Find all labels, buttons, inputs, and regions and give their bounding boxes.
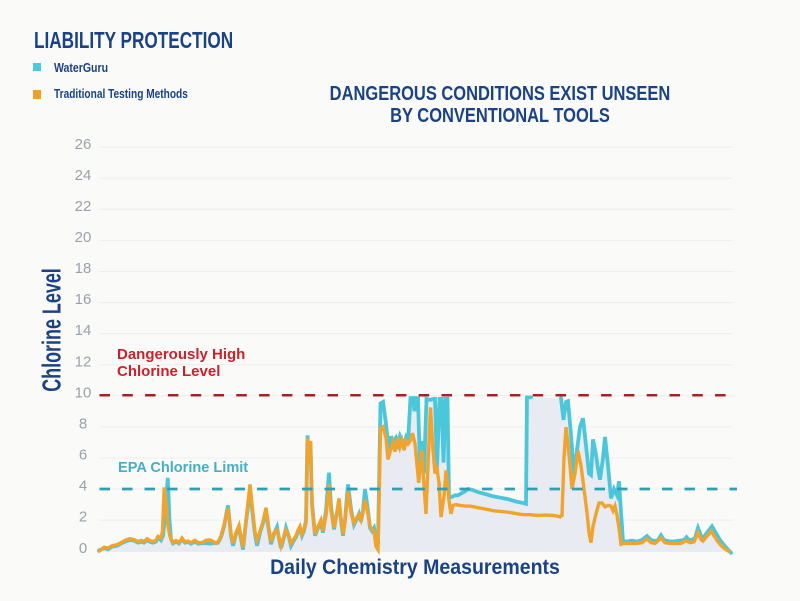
svg-text:22: 22 (75, 198, 92, 215)
svg-text:0: 0 (79, 540, 87, 557)
svg-text:4: 4 (79, 478, 87, 495)
svg-text:2: 2 (79, 509, 87, 526)
svg-text:Chlorine Level: Chlorine Level (37, 268, 66, 392)
svg-text:6: 6 (79, 447, 87, 464)
svg-text:8: 8 (79, 416, 87, 433)
svg-text:12: 12 (75, 353, 92, 370)
svg-text:18: 18 (75, 260, 92, 277)
svg-text:16: 16 (75, 291, 92, 308)
svg-text:24: 24 (75, 167, 92, 184)
svg-text:20: 20 (75, 229, 92, 246)
svg-text:26: 26 (75, 136, 92, 153)
svg-text:14: 14 (75, 322, 92, 339)
svg-text:10: 10 (75, 384, 92, 401)
